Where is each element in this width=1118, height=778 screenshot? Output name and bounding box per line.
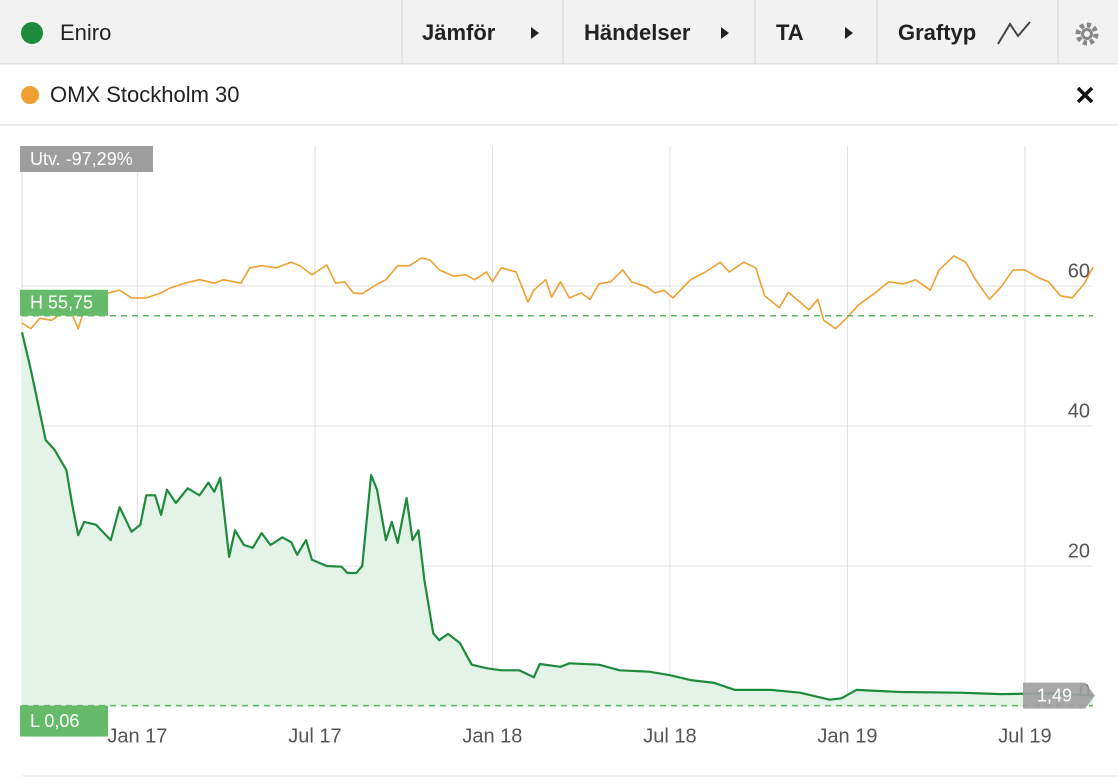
high-label: H 55,75 xyxy=(30,293,93,313)
line xyxy=(21,255,1094,330)
y-tick-label: 40 xyxy=(1068,400,1090,422)
low-label: L 0,06 xyxy=(30,711,79,731)
toolbar xyxy=(0,0,1118,64)
menu-item[interactable]: TA xyxy=(776,20,804,45)
y-tick-label: 60 xyxy=(1068,260,1090,282)
menu-arrow xyxy=(531,27,539,39)
compare-name: OMX Stockholm 30 xyxy=(50,82,240,107)
settings-icon[interactable] xyxy=(1075,22,1099,46)
change-label: Utv. -97,29% xyxy=(30,149,133,169)
last-label: 1,49 xyxy=(1037,685,1072,705)
line xyxy=(20,331,1094,701)
area xyxy=(22,332,1093,706)
x-tick-label: Jan 18 xyxy=(462,725,522,747)
x-tick-label: Jul 17 xyxy=(288,725,341,747)
menu-item[interactable]: Jämför xyxy=(422,20,496,45)
last-box xyxy=(1023,682,1095,709)
menu-item[interactable]: Graftyp xyxy=(898,20,976,45)
x-tick-label: Jan 17 xyxy=(107,725,167,747)
close-icon[interactable] xyxy=(1076,86,1094,104)
menu-arrow xyxy=(845,27,853,39)
x-tick-label: Jul 18 xyxy=(643,725,696,747)
instrument-name[interactable]: Eniro xyxy=(60,20,111,45)
high-label-box xyxy=(20,289,108,316)
menu-arrow xyxy=(721,27,729,39)
menu-item[interactable]: Händelser xyxy=(584,20,691,45)
series-dot xyxy=(21,86,39,104)
change-box xyxy=(20,146,153,172)
y-tick-label: 20 xyxy=(1068,540,1090,562)
series-dot xyxy=(21,22,43,44)
x-tick-label: Jan 19 xyxy=(817,725,877,747)
x-tick-label: Jul 19 xyxy=(998,725,1051,747)
graph-type-icon[interactable] xyxy=(997,21,1031,45)
low-label-box xyxy=(20,705,108,737)
